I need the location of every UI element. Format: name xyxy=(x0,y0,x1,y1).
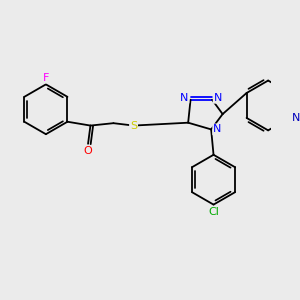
Text: S: S xyxy=(130,121,137,130)
Text: Cl: Cl xyxy=(208,207,219,217)
Text: N: N xyxy=(292,113,300,123)
Text: O: O xyxy=(84,146,92,156)
Text: N: N xyxy=(180,93,188,103)
Text: N: N xyxy=(214,93,222,103)
Text: F: F xyxy=(43,73,49,83)
Text: N: N xyxy=(213,124,222,134)
